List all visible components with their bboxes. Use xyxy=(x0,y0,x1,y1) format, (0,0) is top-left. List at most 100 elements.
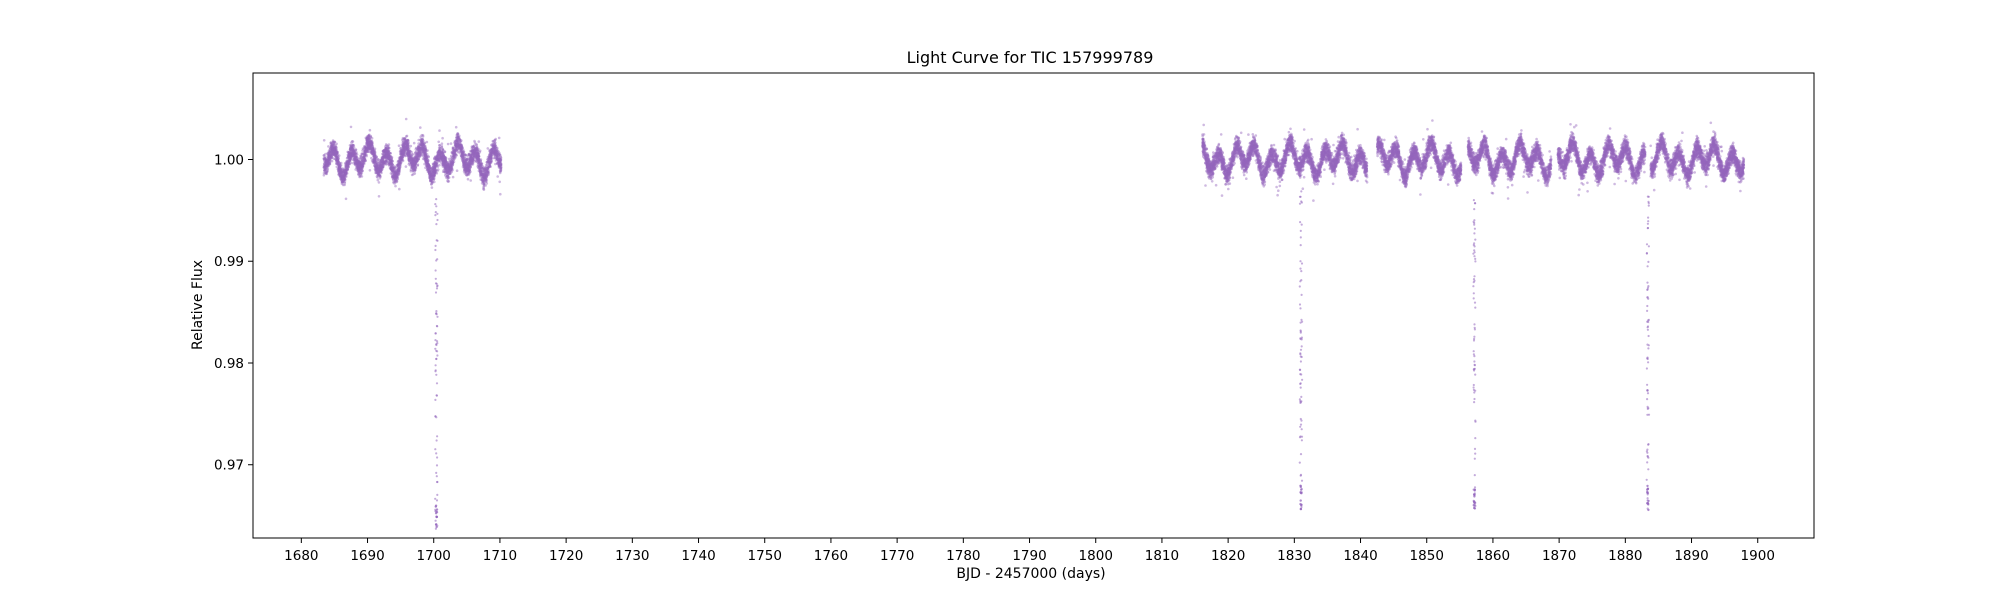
flux-point xyxy=(384,152,388,155)
flux-point xyxy=(467,171,470,175)
flux-point xyxy=(441,155,445,158)
flux-point xyxy=(367,140,371,144)
flux-point xyxy=(425,164,429,168)
flux-point xyxy=(381,167,384,171)
flux-point xyxy=(323,162,326,166)
flux-point xyxy=(325,162,329,166)
flux-point xyxy=(353,163,357,166)
flux-point xyxy=(377,181,381,184)
flux-point xyxy=(330,148,334,152)
flux-point xyxy=(405,142,409,146)
flux-point xyxy=(359,154,363,158)
flux-point xyxy=(412,159,415,163)
flux-point xyxy=(467,163,471,166)
flux-point xyxy=(366,143,370,147)
flux-point xyxy=(437,140,441,144)
flux-point xyxy=(442,149,445,152)
flux-point xyxy=(464,167,468,171)
flux-point xyxy=(490,154,493,158)
flux-point xyxy=(494,149,497,152)
flux-point xyxy=(461,152,464,155)
flux-point xyxy=(466,168,470,171)
flux-point xyxy=(357,165,361,169)
flux-point xyxy=(348,156,352,160)
flux-point xyxy=(473,139,476,143)
flux-point xyxy=(429,180,433,183)
flux-point xyxy=(422,148,426,152)
flux-point xyxy=(446,174,450,178)
flux-point xyxy=(373,157,377,160)
flux-point xyxy=(329,149,332,152)
flux-point xyxy=(494,141,497,145)
flux-point xyxy=(379,158,383,162)
flux-point xyxy=(375,157,378,160)
flux-point xyxy=(349,148,352,151)
flux-point xyxy=(358,174,362,178)
flux-point xyxy=(1316,182,1319,186)
flux-point xyxy=(358,171,361,174)
flux-point xyxy=(401,156,404,160)
flux-point xyxy=(424,151,427,154)
flux-point xyxy=(376,158,380,161)
flux-point xyxy=(375,169,379,172)
flux-point xyxy=(343,174,347,177)
flux-point xyxy=(398,166,402,169)
flux-point xyxy=(468,160,472,163)
flux-point xyxy=(367,139,370,143)
flux-point xyxy=(410,161,413,164)
flux-point xyxy=(409,150,412,153)
flux-point xyxy=(467,153,471,157)
flux-point xyxy=(441,136,444,140)
flux-point xyxy=(465,157,468,161)
flux-point xyxy=(455,139,459,143)
flux-point xyxy=(382,148,386,152)
flux-point xyxy=(406,146,409,149)
flux-point xyxy=(379,167,383,170)
flux-point xyxy=(367,135,370,138)
flux-point xyxy=(391,165,394,168)
flux-point xyxy=(463,172,467,175)
flux-point xyxy=(459,148,463,151)
flux-point xyxy=(353,159,357,163)
flux-data-points xyxy=(322,117,1746,530)
flux-point xyxy=(417,145,420,149)
flux-point xyxy=(327,158,330,161)
flux-point xyxy=(495,153,499,157)
flux-point xyxy=(455,169,459,172)
flux-point xyxy=(331,140,335,144)
flux-point xyxy=(436,168,440,171)
flux-point xyxy=(427,164,431,168)
flux-point xyxy=(401,136,405,140)
flux-point xyxy=(446,165,450,168)
flux-point xyxy=(399,162,402,165)
flux-point xyxy=(1302,175,1306,179)
flux-point xyxy=(323,168,327,171)
flux-point xyxy=(429,174,433,177)
flux-point xyxy=(472,150,476,154)
flux-point xyxy=(475,143,478,147)
flux-point xyxy=(428,167,432,170)
flux-point xyxy=(340,176,344,180)
flux-point xyxy=(416,154,419,158)
flux-point xyxy=(333,153,336,157)
flux-point xyxy=(414,165,417,168)
flux-point xyxy=(417,142,420,145)
flux-point xyxy=(355,159,359,162)
flux-point xyxy=(370,141,373,145)
flux-point xyxy=(337,158,340,162)
flux-point xyxy=(394,170,397,174)
flux-point xyxy=(459,152,462,155)
flux-point xyxy=(443,161,447,165)
flux-point xyxy=(367,144,370,148)
flux-point xyxy=(373,164,377,167)
flux-point xyxy=(397,169,401,172)
flux-point xyxy=(436,169,439,173)
flux-point xyxy=(389,159,393,162)
flux-point xyxy=(344,162,348,166)
flux-point xyxy=(377,172,381,175)
flux-point xyxy=(429,172,433,175)
flux-point xyxy=(413,151,417,155)
flux-point xyxy=(334,149,337,152)
flux-point xyxy=(326,160,329,164)
flux-point xyxy=(333,150,336,153)
